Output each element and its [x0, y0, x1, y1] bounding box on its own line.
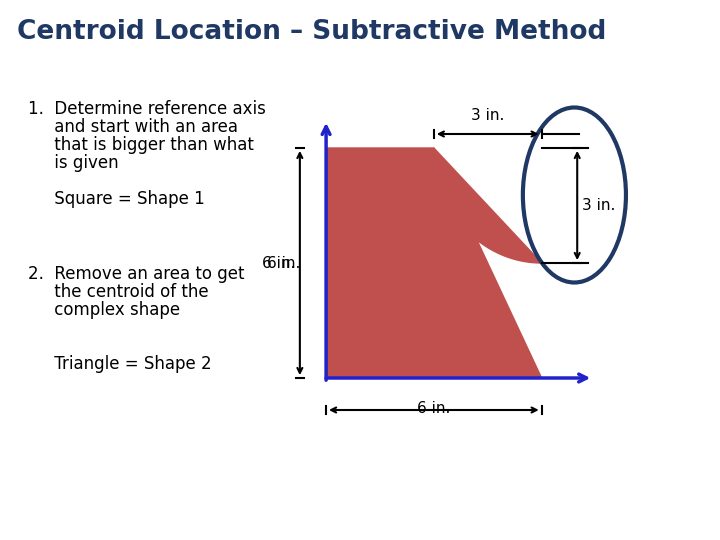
- Text: the centroid of the: the centroid of the: [28, 283, 209, 301]
- Text: Triangle = Shape 2: Triangle = Shape 2: [28, 355, 212, 373]
- Text: 3 in.: 3 in.: [582, 198, 616, 213]
- Polygon shape: [326, 148, 541, 378]
- Text: 6 in.: 6 in.: [417, 401, 451, 416]
- Text: that is bigger than what: that is bigger than what: [28, 136, 254, 154]
- Text: 3 in.: 3 in.: [471, 108, 505, 123]
- Text: 6 in.: 6 in.: [267, 255, 300, 271]
- Text: complex shape: complex shape: [28, 301, 180, 319]
- Text: Centroid Location – Subtractive Method: Centroid Location – Subtractive Method: [17, 19, 606, 45]
- Text: 6 in.: 6 in.: [262, 255, 295, 271]
- Text: is given: is given: [28, 154, 119, 172]
- Text: Square = Shape 1: Square = Shape 1: [28, 190, 205, 208]
- Text: and start with an area: and start with an area: [28, 118, 238, 136]
- Text: 2.  Remove an area to get: 2. Remove an area to get: [28, 265, 245, 283]
- Text: 1.  Determine reference axis: 1. Determine reference axis: [28, 100, 266, 118]
